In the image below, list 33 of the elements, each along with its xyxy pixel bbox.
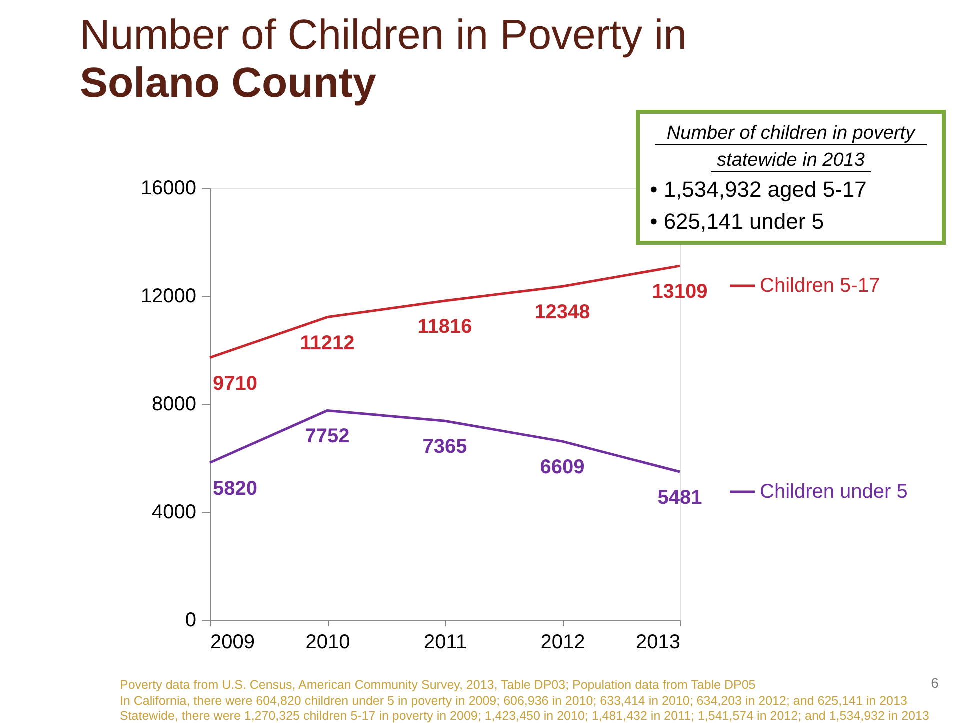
text: Number of children in poverty: [666, 123, 917, 144]
data-label: 6609: [540, 456, 585, 479]
data-label: 7752: [305, 426, 350, 448]
data-label: 11816: [418, 316, 472, 338]
y-tick-label: 16000: [140, 178, 196, 200]
x-tick-label: 2011: [424, 632, 468, 654]
y-tick-label: 0: [185, 610, 196, 632]
y-tick-label: 4000: [152, 502, 196, 524]
text: Statewide, there were 1,270,325 children 5-17 in poverty in 2009; 1,423,450 in 2010; 1,481,432 in 2011; 1,541,574 in 2012; and 1,534,932 in 2013: [120, 709, 930, 723]
y-tick-label: 12000: [140, 286, 196, 308]
data-label: 11212: [300, 332, 355, 354]
annotation: • 1,534,932 aged 5-17: [650, 177, 867, 202]
data-label: 5820: [213, 478, 258, 500]
data-label: 5481: [658, 487, 702, 510]
line-series: [208, 409, 682, 474]
y-tick-label: 8000: [152, 394, 196, 416]
x-tick-label: 2009: [210, 632, 255, 654]
text: statewide in 2013: [717, 150, 866, 171]
data-label: 9710: [213, 372, 258, 395]
legend-label: Children 5-17: [760, 275, 880, 298]
text: 6: [931, 675, 940, 691]
text: In California, there were 604,820 children under 5 in poverty in 2009; 606,936 in 2010; 633,414 in 2010; 634,203 in 2012; and 625,141 in 2013: [120, 694, 908, 708]
chart-title: Number of Children in Poverty in: [80, 11, 687, 58]
data-label: 7365: [422, 436, 468, 458]
x-tick-label: 2010: [306, 632, 350, 654]
data-label: 13109: [652, 281, 708, 304]
x-tick-label: 2013: [636, 632, 680, 654]
data-label: 12348: [534, 302, 590, 324]
x-tick-label: 2012: [540, 632, 586, 654]
text: Poverty data from U.S. Census, American Community Survey, 2013, Table DP03; Population data from Table DP05: [120, 678, 756, 692]
annotation: • 625,141 under 5: [650, 209, 824, 234]
chart-subtitle: Solano County: [80, 59, 377, 106]
legend-label: Children under 5: [760, 481, 908, 504]
